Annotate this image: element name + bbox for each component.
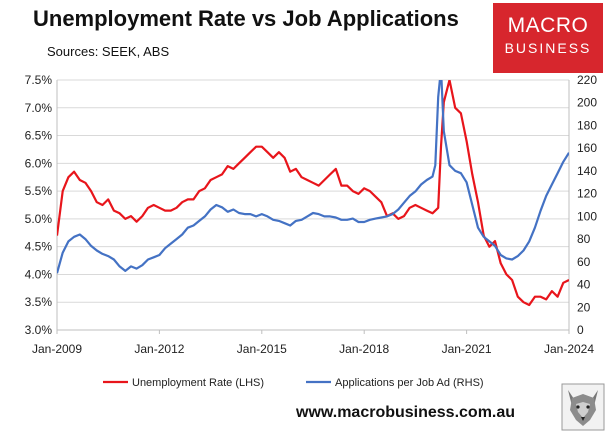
y-left-tick-label: 3.0%: [25, 323, 53, 337]
legend-label: Applications per Job Ad (RHS): [335, 377, 484, 389]
macrobusiness-logo: MACRO BUSINESS: [493, 3, 603, 73]
y-right-tick-label: 120: [577, 187, 597, 201]
wolf-head-icon: [561, 383, 605, 431]
x-tick-label: Jan-2021: [442, 342, 492, 356]
axes: 3.0% 3.5% 4.0% 4.5% 5.0% 5.5% 6.0% 6.5% 7.0% 7.5%…: [25, 73, 598, 356]
x-tick-label: Jan-2018: [339, 342, 389, 356]
y-left-tick-label: 4.5%: [25, 240, 53, 254]
y-left-tick-label: 5.0%: [25, 212, 53, 226]
y-right-tick-label: 140: [577, 164, 597, 178]
x-tick-label: Jan-2009: [32, 342, 82, 356]
logo-line-2: BUSINESS: [504, 40, 592, 56]
y-right-tick-label: 20: [577, 300, 591, 314]
grid-lines: [57, 79, 569, 331]
y-right-tick-label: 180: [577, 118, 597, 132]
x-tick-label: Jan-2015: [237, 342, 287, 356]
y-left-tick-label: 6.5%: [25, 129, 53, 143]
logo-line-1: MACRO: [507, 14, 589, 37]
y-right-tick-label: 220: [577, 73, 597, 87]
y-left-tick-label: 7.5%: [25, 73, 53, 87]
y-left-tick-label: 3.5%: [25, 295, 53, 309]
series-lines: [57, 80, 569, 307]
y-right-tick-label: 60: [577, 255, 591, 269]
legend-label: Unemployment Rate (LHS): [132, 377, 264, 389]
y-right-tick-label: 0: [577, 323, 584, 337]
y-right-tick-label: 160: [577, 141, 597, 155]
chart-subtitle: Sources: SEEK, ABS: [47, 44, 170, 59]
x-tick-label: Jan-2012: [134, 342, 184, 356]
y-left-tick-label: 5.5%: [25, 184, 53, 198]
unemployment-rate-line: [57, 80, 569, 307]
y-right-tick-label: 80: [577, 232, 591, 246]
y-left-tick-label: 6.0%: [25, 156, 53, 170]
applications-per-job-ad-line: [57, 80, 569, 274]
website-url[interactable]: www.macrobusiness.com.au: [296, 404, 516, 421]
y-right-tick-label: 40: [577, 278, 591, 292]
x-tick-label: Jan-2024: [544, 342, 594, 356]
y-right-tick-label: 200: [577, 96, 597, 110]
y-left-tick-label: 7.0%: [25, 101, 53, 115]
y-left-tick-label: 4.0%: [25, 267, 53, 281]
legend: Unemployment Rate (LHS) Applications per …: [103, 377, 484, 389]
chart-title: Unemployment Rate vs Job Applications: [33, 6, 459, 31]
y-right-tick-label: 100: [577, 209, 597, 223]
